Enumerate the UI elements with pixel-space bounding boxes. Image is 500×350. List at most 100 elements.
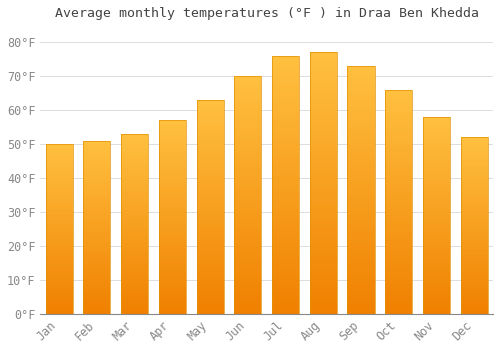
Bar: [310, 246, 337, 248]
Bar: [84, 184, 110, 186]
Bar: [46, 190, 73, 192]
Bar: [121, 228, 148, 229]
Bar: [423, 170, 450, 172]
Bar: [196, 247, 224, 250]
Bar: [385, 164, 412, 166]
Bar: [121, 303, 148, 305]
Bar: [196, 119, 224, 121]
Bar: [310, 309, 337, 311]
Bar: [385, 247, 412, 249]
Bar: [196, 145, 224, 147]
Bar: [46, 198, 73, 200]
Bar: [460, 279, 488, 280]
Bar: [423, 178, 450, 180]
Bar: [310, 149, 337, 152]
Bar: [196, 201, 224, 203]
Bar: [423, 131, 450, 133]
Bar: [272, 267, 299, 270]
Bar: [348, 66, 374, 314]
Bar: [272, 218, 299, 221]
Bar: [159, 138, 186, 140]
Bar: [84, 292, 110, 293]
Bar: [310, 105, 337, 107]
Bar: [272, 131, 299, 133]
Bar: [84, 312, 110, 314]
Bar: [460, 252, 488, 254]
Bar: [196, 160, 224, 162]
Bar: [272, 169, 299, 172]
Bar: [159, 270, 186, 271]
Bar: [310, 220, 337, 222]
Bar: [196, 239, 224, 241]
Bar: [196, 252, 224, 254]
Bar: [423, 251, 450, 253]
Bar: [234, 233, 262, 236]
Bar: [460, 137, 488, 139]
Bar: [234, 126, 262, 128]
Bar: [460, 231, 488, 233]
Bar: [121, 254, 148, 256]
Bar: [84, 174, 110, 175]
Bar: [46, 258, 73, 260]
Bar: [121, 310, 148, 312]
Bar: [84, 253, 110, 255]
Bar: [385, 197, 412, 199]
Bar: [46, 185, 73, 187]
Bar: [310, 238, 337, 241]
Bar: [196, 156, 224, 158]
Bar: [348, 118, 374, 120]
Bar: [272, 66, 299, 69]
Bar: [460, 275, 488, 277]
Bar: [385, 191, 412, 193]
Bar: [121, 278, 148, 280]
Bar: [460, 213, 488, 215]
Bar: [460, 210, 488, 211]
Bar: [196, 158, 224, 160]
Bar: [423, 245, 450, 247]
Bar: [159, 120, 186, 122]
Bar: [423, 160, 450, 162]
Bar: [84, 257, 110, 258]
Bar: [460, 286, 488, 287]
Bar: [385, 262, 412, 265]
Bar: [310, 183, 337, 186]
Bar: [121, 139, 148, 141]
Bar: [385, 146, 412, 148]
Bar: [272, 120, 299, 123]
Bar: [385, 108, 412, 110]
Bar: [310, 209, 337, 212]
Bar: [272, 154, 299, 156]
Bar: [310, 71, 337, 74]
Bar: [46, 229, 73, 231]
Bar: [234, 295, 262, 297]
Bar: [196, 194, 224, 196]
Bar: [46, 285, 73, 287]
Bar: [46, 249, 73, 251]
Bar: [385, 166, 412, 168]
Bar: [348, 259, 374, 262]
Bar: [196, 181, 224, 183]
Bar: [385, 287, 412, 289]
Bar: [121, 231, 148, 233]
Bar: [159, 219, 186, 221]
Bar: [121, 296, 148, 298]
Bar: [159, 283, 186, 285]
Bar: [423, 231, 450, 233]
Bar: [234, 88, 262, 90]
Bar: [460, 266, 488, 268]
Bar: [460, 265, 488, 266]
Bar: [423, 274, 450, 277]
Bar: [423, 182, 450, 184]
Bar: [234, 105, 262, 107]
Bar: [196, 288, 224, 290]
Bar: [159, 209, 186, 211]
Bar: [310, 63, 337, 65]
Bar: [121, 210, 148, 211]
Bar: [460, 217, 488, 218]
Bar: [84, 215, 110, 217]
Bar: [385, 303, 412, 305]
Bar: [310, 107, 337, 110]
Bar: [385, 211, 412, 213]
Bar: [46, 161, 73, 163]
Bar: [46, 273, 73, 275]
